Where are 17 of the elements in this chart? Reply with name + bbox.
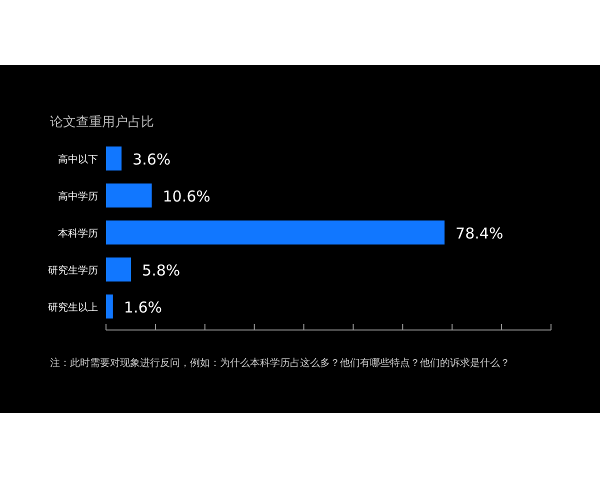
bar (106, 184, 152, 208)
data-label: 1.6% (124, 298, 162, 316)
y-tick-label: 研究生以上 (48, 302, 98, 314)
y-tick-label: 高中学历 (58, 190, 98, 202)
text: 注：此时需要对现象进行反问，例如：为什么本科学历占这么多？他们有哪些特点？他们的诉求是什么？ (50, 357, 510, 369)
y-tick-label: 本科学历 (58, 228, 98, 240)
bar (106, 146, 122, 170)
bar (106, 220, 445, 244)
y-tick-label: 研究生学历 (48, 264, 98, 276)
y-tick-label: 高中以下 (58, 154, 98, 166)
bar (106, 258, 132, 282)
data-label: 10.6% (162, 188, 210, 206)
data-label: 3.6% (132, 150, 171, 168)
bar (106, 294, 113, 318)
data-label: 5.8% (142, 262, 180, 280)
chart-title: 论文查重用户占比 (50, 115, 154, 130)
data-label: 78.4% (456, 224, 504, 242)
